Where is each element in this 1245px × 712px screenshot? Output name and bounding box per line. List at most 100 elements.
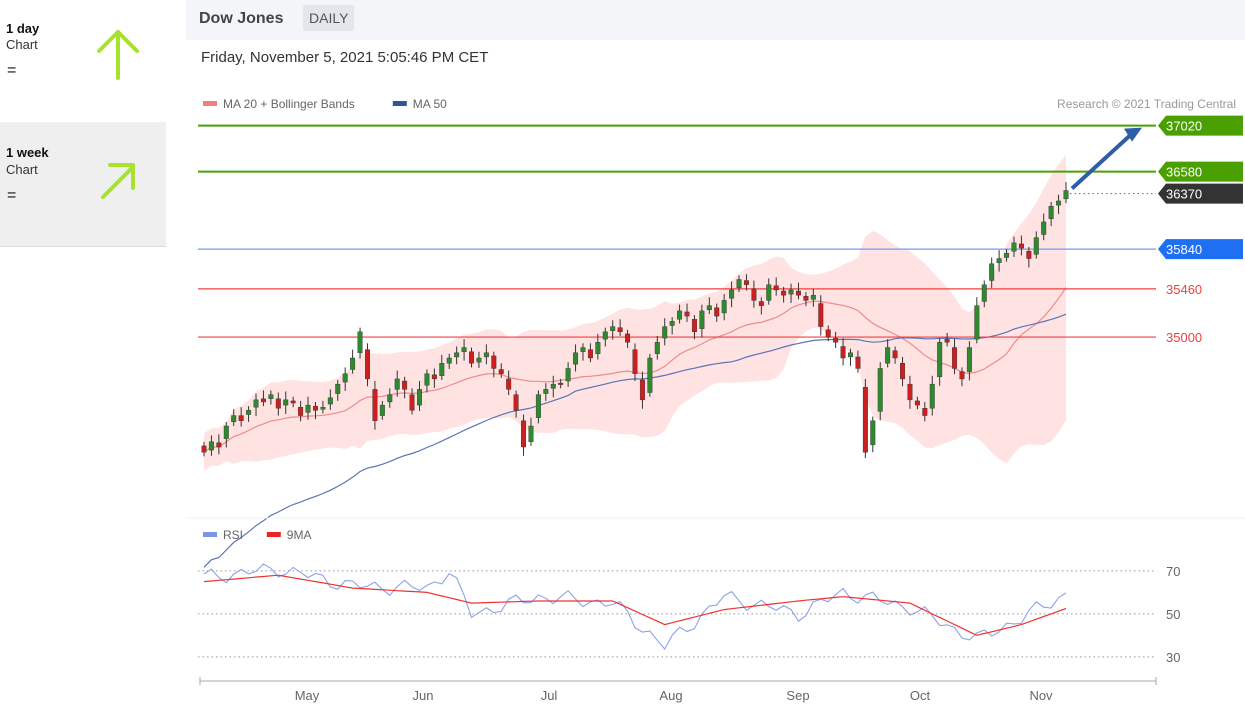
legend-swatch — [203, 101, 217, 106]
candle-up — [476, 357, 482, 363]
candle-up — [662, 326, 668, 339]
timeframe-1-week[interactable]: 1 week Chart = — [0, 122, 166, 247]
candle-down — [751, 288, 757, 301]
candle-down — [260, 398, 266, 403]
equal-sign: = — [7, 187, 17, 204]
candle-up — [885, 347, 891, 364]
candle-down — [691, 319, 697, 333]
candle-down — [714, 307, 720, 317]
projection-arrow — [1070, 132, 1134, 190]
rsi-line — [203, 563, 1067, 650]
candle-up — [974, 305, 980, 340]
x-tick-label: Jun — [413, 688, 434, 703]
candle-down — [521, 420, 527, 448]
legend-label: 9MA — [287, 528, 312, 542]
x-tick-label: Oct — [910, 688, 931, 703]
candle-down — [952, 347, 958, 369]
candle-up — [595, 342, 601, 354]
candle-up — [223, 425, 229, 439]
x-tick-label: Jul — [541, 688, 558, 703]
legend-swatch — [203, 532, 217, 537]
candle-down — [892, 350, 898, 359]
chart-date: Friday, November 5, 2021 5:05:46 PM CET — [201, 49, 489, 66]
candle-down — [491, 355, 497, 369]
candle-down — [201, 445, 207, 453]
legend-label: RSI — [223, 528, 243, 542]
candle-up — [461, 347, 467, 352]
candle-down — [840, 346, 846, 359]
candle-down — [469, 351, 475, 364]
sidebar: 1 day Chart = 1 week Chart = — [0, 0, 167, 712]
candle-down — [944, 338, 950, 343]
candle-up — [1056, 200, 1062, 206]
level-label: 35000 — [1166, 330, 1202, 345]
candle-up — [327, 397, 333, 405]
candle-up — [981, 284, 987, 302]
candle-down — [900, 363, 906, 380]
level-label: 35840 — [1166, 242, 1202, 257]
candle-up — [1011, 242, 1017, 252]
candle-up — [937, 342, 943, 378]
candle-up — [810, 294, 816, 300]
candle-up — [729, 289, 735, 299]
candle-up — [669, 321, 675, 326]
x-tick-label: Aug — [659, 688, 682, 703]
candle-up — [610, 326, 616, 331]
candle-down — [312, 405, 318, 411]
candle-up — [1041, 221, 1047, 235]
candle-up — [929, 383, 935, 409]
candle-down — [513, 394, 519, 411]
legend-label: MA 20 + Bollinger Bands — [223, 97, 355, 111]
candle-up — [231, 415, 237, 423]
candle-up — [565, 368, 571, 382]
candle-up — [699, 310, 705, 329]
candle-up — [283, 399, 289, 406]
candle-up — [543, 389, 549, 394]
chart-header: Dow Jones DAILY — [186, 0, 1245, 40]
candle-up — [580, 347, 586, 352]
timeframe-sub: Chart — [6, 162, 38, 177]
legend-swatch — [266, 532, 281, 537]
level-label: 35460 — [1166, 282, 1202, 297]
candle-up — [379, 404, 385, 416]
candle-up — [387, 394, 393, 403]
candle-down — [684, 311, 690, 317]
period-badge[interactable]: DAILY — [303, 5, 355, 31]
candle-down — [632, 349, 638, 374]
candle-up — [550, 383, 556, 389]
candle-up — [602, 331, 608, 340]
price-chart: Research © 2021 Trading Central 37020 365… — [186, 97, 1245, 703]
arrow-up-right-icon — [101, 163, 135, 199]
candle-up — [1033, 237, 1039, 255]
level-tag — [1158, 115, 1243, 136]
candle-down — [743, 280, 749, 285]
candle-up — [788, 289, 794, 295]
candle-up — [966, 347, 972, 372]
candle-down — [773, 285, 779, 291]
candle-down — [587, 349, 593, 359]
candle-down — [625, 333, 631, 343]
timeframe-1-day[interactable]: 1 day Chart = — [0, 0, 166, 110]
candle-down — [617, 327, 623, 333]
candle-up — [528, 425, 534, 442]
level-tag — [1158, 161, 1243, 182]
candle-up — [677, 310, 683, 320]
candle-up — [439, 363, 445, 376]
rsi-level-label: 30 — [1166, 650, 1180, 665]
level-label: 37020 — [1166, 119, 1202, 134]
candle-down — [959, 371, 965, 380]
candle-up — [446, 357, 452, 364]
candle-down — [862, 387, 868, 453]
candle-up — [736, 279, 742, 289]
candle-up — [647, 357, 653, 393]
candle-down — [781, 290, 787, 296]
candle-down — [275, 398, 281, 409]
candle-up — [246, 410, 252, 415]
candle-down — [290, 400, 296, 404]
rsi-ma-line — [203, 574, 1067, 636]
candle-down — [795, 290, 801, 296]
level-tag — [1158, 239, 1243, 260]
candle-up — [989, 263, 995, 281]
candle-down — [238, 415, 244, 421]
candle-up — [417, 389, 422, 406]
